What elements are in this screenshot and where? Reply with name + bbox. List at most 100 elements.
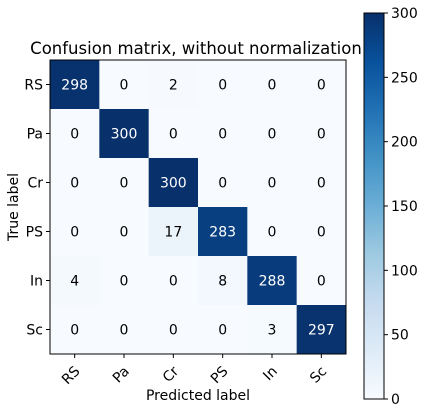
cell-value-label: 298 bbox=[61, 78, 88, 94]
chart-title: Confusion matrix, without normalization bbox=[30, 39, 362, 58]
heatmap-cell bbox=[296, 109, 347, 159]
heatmap-cell bbox=[99, 256, 150, 306]
cell-value-label: 0 bbox=[268, 176, 277, 192]
heatmap-cell bbox=[148, 60, 199, 110]
cell-value-label: 0 bbox=[169, 274, 178, 290]
colorbar-tick-label: 250 bbox=[391, 70, 418, 86]
cell-value-label: 0 bbox=[268, 127, 277, 143]
heatmap-cell bbox=[247, 158, 298, 208]
heatmap-cell bbox=[247, 256, 298, 306]
heatmap-cell bbox=[296, 256, 347, 306]
heatmap-cell bbox=[50, 256, 100, 306]
cell-value-label: 0 bbox=[70, 176, 79, 192]
heatmap-cell bbox=[99, 305, 150, 355]
heatmap-cell bbox=[50, 158, 100, 208]
heatmap-cell bbox=[198, 109, 248, 159]
plot-frame bbox=[49, 59, 347, 355]
heatmap-cells bbox=[50, 60, 347, 355]
heatmap-cell bbox=[296, 207, 347, 257]
colorbar-tick-label: 0 bbox=[391, 392, 400, 408]
cell-value-label: 0 bbox=[268, 225, 277, 241]
cell-value-label: 0 bbox=[120, 176, 129, 192]
x-tick-label: Pa bbox=[110, 364, 133, 387]
y-tick-label: Sc bbox=[26, 323, 43, 339]
cell-value-label: 0 bbox=[218, 323, 227, 339]
cell-value-label: 0 bbox=[317, 225, 326, 241]
cell-value-label: 0 bbox=[120, 323, 129, 339]
cell-value-label: 0 bbox=[70, 323, 79, 339]
heatmap-cell bbox=[247, 207, 298, 257]
cell-value-label: 0 bbox=[317, 274, 326, 290]
heatmap-cell bbox=[198, 207, 248, 257]
cell-value-label: 300 bbox=[111, 127, 138, 143]
heatmap-cell-labels: 298 0 2 0 0 00 300 0 0 0 00 0 300 0 0 00 0 17 283 0 04 0 0 8 288… bbox=[61, 78, 334, 339]
cell-value-label: 17 bbox=[164, 225, 182, 241]
heatmap-cell bbox=[198, 158, 248, 208]
cell-value-label: 2 bbox=[169, 78, 178, 94]
heatmap-cell bbox=[99, 109, 150, 159]
colorbar-tick-label: 50 bbox=[391, 328, 409, 344]
x-tick-label: RS bbox=[59, 363, 84, 388]
cell-value-label: 0 bbox=[317, 78, 326, 94]
y-tick-label: RS bbox=[24, 78, 43, 94]
cell-value-label: 0 bbox=[120, 225, 129, 241]
x-axis-label: Predicted label bbox=[146, 388, 250, 404]
cell-value-label: 0 bbox=[120, 78, 129, 94]
heatmap-cell bbox=[247, 109, 298, 159]
cell-value-label: 0 bbox=[70, 225, 79, 241]
cell-value-label: 0 bbox=[120, 274, 129, 290]
heatmap-cell bbox=[296, 305, 347, 355]
x-axis-ticks: RS Pa Cr PS In Sc bbox=[59, 354, 330, 388]
heatmap-cell bbox=[148, 207, 199, 257]
cell-value-label: 288 bbox=[259, 274, 286, 290]
heatmap-cell bbox=[148, 109, 199, 159]
heatmap-cell bbox=[148, 305, 199, 355]
cell-value-label: 0 bbox=[169, 127, 178, 143]
heatmap-cell bbox=[247, 305, 298, 355]
y-axis-ticks: RS Pa Cr PS In Sc bbox=[24, 78, 50, 339]
cell-value-label: 0 bbox=[218, 176, 227, 192]
colorbar-tick-label: 200 bbox=[391, 135, 418, 151]
heatmap-cell bbox=[50, 305, 100, 355]
cell-value-label: 283 bbox=[209, 225, 236, 241]
colorbar-tick-label: 300 bbox=[391, 6, 418, 22]
x-tick-label: In bbox=[260, 364, 281, 385]
heatmap-cell bbox=[50, 207, 100, 257]
x-tick-label: PS bbox=[208, 363, 232, 387]
y-tick-label: Cr bbox=[27, 176, 43, 192]
heatmap-cell bbox=[198, 305, 248, 355]
x-tick-label: Sc bbox=[307, 364, 330, 387]
cell-value-label: 0 bbox=[317, 176, 326, 192]
colorbar-tick-label: 100 bbox=[391, 263, 418, 279]
heatmap-cell bbox=[148, 158, 199, 208]
x-tick-label: Cr bbox=[160, 363, 182, 385]
y-axis-label: True label bbox=[6, 173, 22, 242]
cell-value-label: 4 bbox=[70, 274, 79, 290]
heatmap-cell bbox=[99, 207, 150, 257]
heatmap-cell bbox=[99, 60, 150, 110]
cell-value-label: 0 bbox=[218, 127, 227, 143]
heatmap-cell bbox=[50, 60, 100, 110]
cell-value-label: 8 bbox=[218, 274, 227, 290]
cell-value-label: 0 bbox=[317, 127, 326, 143]
heatmap-cell bbox=[198, 60, 248, 110]
cell-value-label: 0 bbox=[268, 78, 277, 94]
colorbar-ticks: 0 50 100 150 200 250 300 bbox=[384, 6, 418, 408]
heatmap-cell bbox=[247, 60, 298, 110]
cell-value-label: 300 bbox=[160, 176, 187, 192]
y-tick-label: In bbox=[30, 274, 43, 290]
heatmap-cell bbox=[198, 256, 248, 306]
cell-value-label: 0 bbox=[218, 78, 227, 94]
cell-value-label: 0 bbox=[169, 323, 178, 339]
cell-value-label: 297 bbox=[308, 323, 335, 339]
y-tick-label: Pa bbox=[27, 127, 43, 143]
heatmap-cell bbox=[296, 158, 347, 208]
cell-value-label: 3 bbox=[268, 323, 277, 339]
colorbar-tick-label: 150 bbox=[391, 199, 418, 215]
heatmap-cell bbox=[148, 256, 199, 306]
heatmap-cell bbox=[99, 158, 150, 208]
cell-value-label: 0 bbox=[70, 127, 79, 143]
heatmap-cell bbox=[50, 109, 100, 159]
